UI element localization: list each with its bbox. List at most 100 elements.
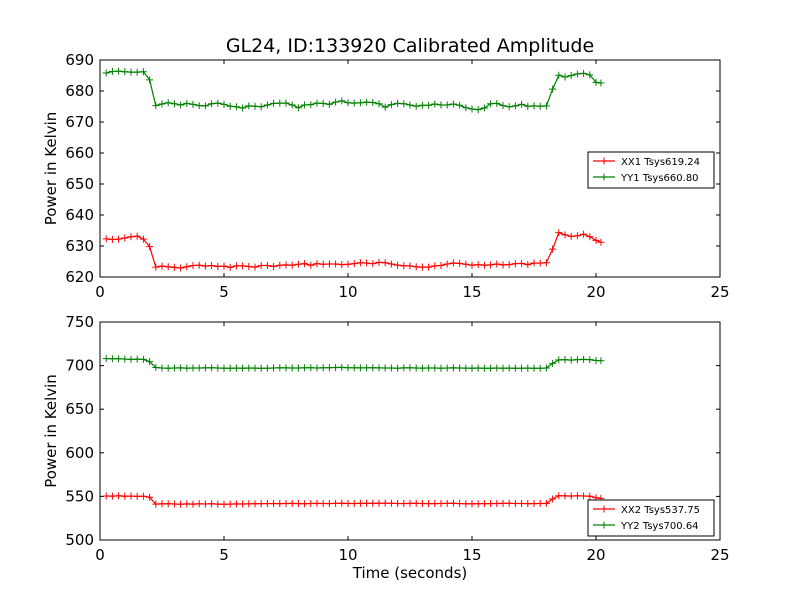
data-point xyxy=(536,364,544,372)
data-point xyxy=(536,259,544,267)
data-point xyxy=(170,364,178,372)
data-point xyxy=(400,262,408,270)
data-point xyxy=(294,364,302,372)
data-point xyxy=(152,102,160,110)
data-point xyxy=(301,260,309,268)
data-point xyxy=(139,355,147,363)
data-point xyxy=(518,259,526,267)
data-point xyxy=(369,98,377,106)
data-point xyxy=(530,259,538,267)
data-point xyxy=(226,364,234,372)
data-point xyxy=(313,260,321,268)
data-point xyxy=(511,499,519,507)
x-tick-label: 25 xyxy=(710,283,729,301)
data-point xyxy=(146,493,154,501)
data-point xyxy=(195,102,203,110)
data-point xyxy=(208,500,216,508)
y-tick-label: 690 xyxy=(65,51,94,69)
data-point xyxy=(356,99,364,107)
data-point xyxy=(282,99,290,107)
data-point xyxy=(226,263,234,271)
data-point xyxy=(232,500,240,508)
y-tick-label: 680 xyxy=(65,82,94,100)
data-point xyxy=(511,260,519,268)
data-point xyxy=(462,104,470,112)
data-point xyxy=(201,102,209,110)
data-point xyxy=(493,499,501,507)
data-point xyxy=(288,101,296,109)
data-point xyxy=(183,99,191,107)
series-2 xyxy=(102,67,605,114)
data-point xyxy=(412,499,420,507)
data-point xyxy=(319,99,327,107)
data-point xyxy=(468,500,476,508)
data-point xyxy=(449,499,457,507)
y-tick-label: 640 xyxy=(65,206,94,224)
data-point xyxy=(573,356,581,364)
data-point xyxy=(115,492,123,500)
y-axis-label: Power in Kelvin xyxy=(42,112,60,226)
y-tick-label: 650 xyxy=(65,400,94,418)
data-point xyxy=(387,260,395,268)
data-point xyxy=(394,499,402,507)
y-tick-label: 650 xyxy=(65,175,94,193)
data-point xyxy=(263,262,271,270)
data-point xyxy=(133,68,141,76)
bottom-panel: 0 5 10 15 20 25 500 550 600 650 700 750 Power in Kel… xyxy=(42,313,730,582)
data-point xyxy=(152,500,160,508)
data-point xyxy=(499,261,507,269)
y-tick-label: 620 xyxy=(65,268,94,286)
y-tick-label: 700 xyxy=(65,357,94,375)
data-point xyxy=(394,261,402,269)
data-point xyxy=(313,364,321,372)
data-point xyxy=(418,499,426,507)
x-tick-label: 20 xyxy=(586,283,605,301)
data-point xyxy=(245,364,253,372)
data-point xyxy=(597,357,605,365)
data-point xyxy=(369,260,377,268)
data-point xyxy=(257,500,265,508)
data-point xyxy=(127,68,135,76)
y-tick-label: 550 xyxy=(65,487,94,505)
data-point xyxy=(307,261,315,269)
data-point xyxy=(524,261,532,269)
data-point xyxy=(456,101,464,109)
data-point xyxy=(239,500,247,508)
data-point xyxy=(437,499,445,507)
data-point xyxy=(549,495,557,503)
data-point xyxy=(208,262,216,270)
data-point xyxy=(567,232,575,240)
data-point xyxy=(412,102,420,110)
data-point xyxy=(443,364,451,372)
data-point xyxy=(363,364,371,372)
data-point xyxy=(139,68,147,76)
data-point xyxy=(431,100,439,108)
data-point xyxy=(201,262,209,270)
data-point xyxy=(313,99,321,107)
data-point xyxy=(586,233,594,241)
data-point xyxy=(586,71,594,79)
data-point xyxy=(580,355,588,363)
data-point xyxy=(177,500,185,508)
data-point xyxy=(133,232,141,240)
data-point xyxy=(505,261,513,269)
data-point xyxy=(102,492,110,500)
data-point xyxy=(301,364,309,372)
data-point xyxy=(561,231,569,239)
data-point xyxy=(524,500,532,508)
data-point xyxy=(381,499,389,507)
data-point xyxy=(282,364,290,372)
data-point xyxy=(332,98,340,106)
y-tick-label: 750 xyxy=(65,313,94,331)
data-point xyxy=(493,260,501,268)
data-point xyxy=(201,364,209,372)
data-point xyxy=(580,230,588,238)
legend: XX1 Tsys619.24 YY1 Tsys660.80 xyxy=(587,151,715,189)
x-tick-label: 5 xyxy=(219,546,229,564)
data-point xyxy=(189,364,197,372)
data-point xyxy=(443,260,451,268)
data-point xyxy=(232,103,240,111)
data-point xyxy=(356,364,364,372)
data-point xyxy=(462,500,470,508)
data-point xyxy=(177,364,185,372)
